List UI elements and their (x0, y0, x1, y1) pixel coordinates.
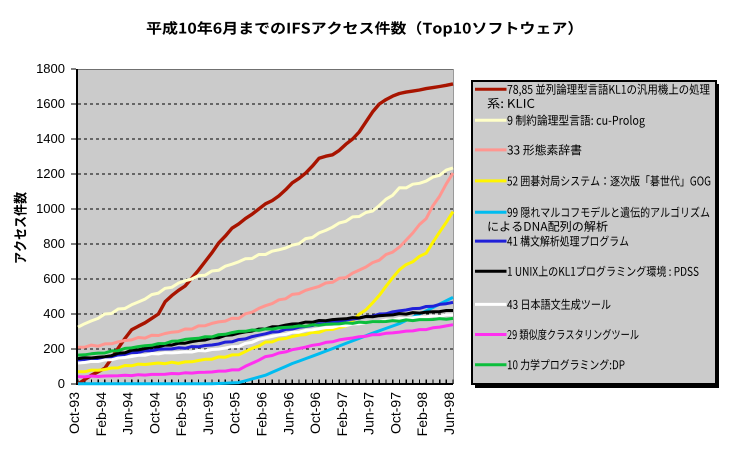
svg-text:Feb-95: Feb-95 (173, 392, 189, 437)
svg-text:Oct-95: Oct-95 (227, 392, 243, 434)
svg-text:1600: 1600 (36, 96, 65, 111)
svg-text:200: 200 (43, 341, 65, 356)
svg-text:600: 600 (43, 271, 65, 286)
svg-text:Oct-97: Oct-97 (387, 392, 403, 434)
svg-text:Jun-95: Jun-95 (200, 392, 216, 435)
svg-text:Feb-94: Feb-94 (93, 392, 109, 437)
svg-text:1200: 1200 (36, 166, 65, 181)
svg-text:Feb-98: Feb-98 (414, 392, 430, 437)
svg-text:1800: 1800 (36, 61, 65, 76)
svg-text:Oct-96: Oct-96 (307, 392, 323, 434)
svg-text:0: 0 (58, 376, 65, 391)
svg-text:400: 400 (43, 306, 65, 321)
svg-text:Oct-94: Oct-94 (146, 392, 162, 434)
svg-text:Feb-97: Feb-97 (334, 392, 350, 437)
svg-text:Jun-94: Jun-94 (120, 392, 136, 435)
svg-text:1400: 1400 (36, 131, 65, 146)
svg-text:Oct-93: Oct-93 (66, 392, 82, 434)
svg-text:Feb-96: Feb-96 (254, 392, 270, 437)
svg-text:1000: 1000 (36, 201, 65, 216)
svg-text:800: 800 (43, 236, 65, 251)
svg-text:Jun-97: Jun-97 (361, 392, 377, 435)
svg-text:Jun-96: Jun-96 (280, 392, 296, 435)
svg-text:Jun-98: Jun-98 (441, 392, 457, 435)
